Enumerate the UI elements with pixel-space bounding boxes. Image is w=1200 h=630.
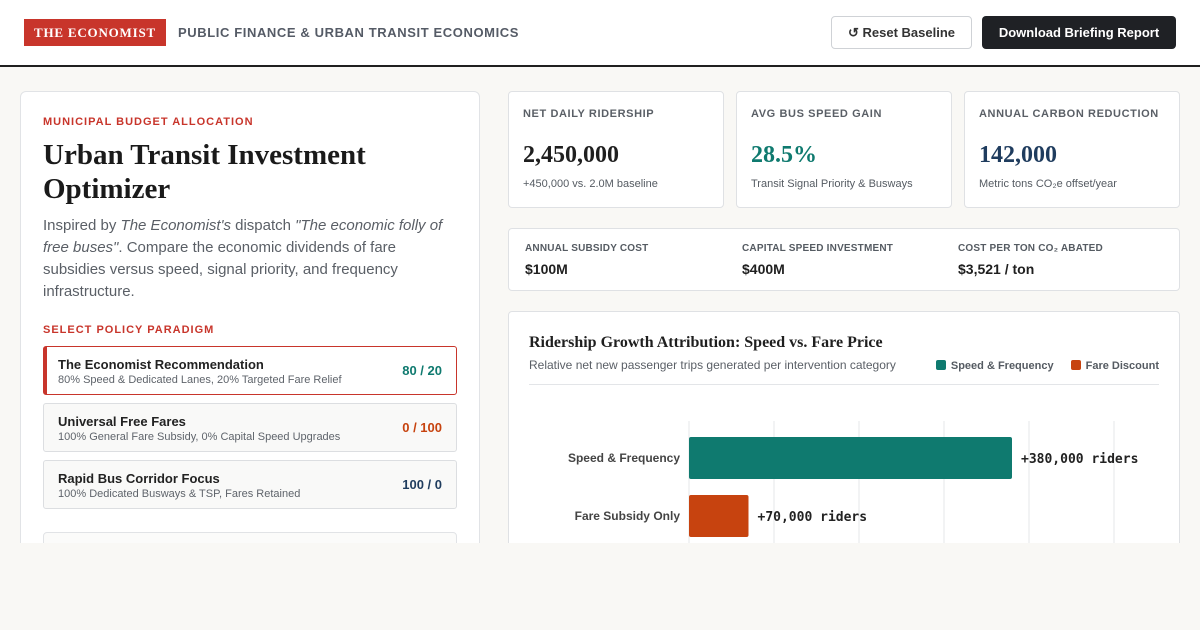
section-title: PUBLIC FINANCE & URBAN TRANSIT ECONOMICS xyxy=(178,25,520,40)
option-rapid-bus-corridor[interactable]: Rapid Bus Corridor Focus 100% Dedicated … xyxy=(43,460,457,509)
option-description: 100% Dedicated Busways & TSP, Fares Reta… xyxy=(58,488,301,500)
cost-subsidy: ANNUAL SUBSIDY COST $100M xyxy=(525,243,648,277)
option-name: Universal Free Fares xyxy=(58,414,186,429)
viewport: MUNICIPAL BUDGET ALLOCATION Urban Transi… xyxy=(0,67,1200,543)
stat-card-carbon: ANNUAL CARBON REDUCTION 142,000 Metric t… xyxy=(964,91,1180,208)
economist-logo[interactable]: THE ECONOMIST xyxy=(24,19,166,46)
option-description: 80% Speed & Dedicated Lanes, 20% Targete… xyxy=(58,374,342,386)
chart-title: Ridership Growth Attribution: Speed vs. … xyxy=(529,334,883,351)
cost-capital: CAPITAL SPEED INVESTMENT $400M xyxy=(742,243,893,277)
stat-note: Transit Signal Priority & Busways xyxy=(751,178,913,190)
stat-value: 142,000 xyxy=(979,142,1057,168)
bar xyxy=(689,495,749,537)
stat-card-ridership: NET DAILY RIDERSHIP 2,450,000 +450,000 v… xyxy=(508,91,724,208)
ridership-chart-card: Ridership Growth Attribution: Speed vs. … xyxy=(508,311,1180,543)
cost-summary-bar: ANNUAL SUBSIDY COST $100M CAPITAL SPEED … xyxy=(508,228,1180,291)
stat-label: ANNUAL CARBON REDUCTION xyxy=(979,108,1159,120)
stat-value: 28.5% xyxy=(751,142,817,168)
cost-per-ton: COST PER TON CO₂ ABATED $3,521 / ton xyxy=(958,243,1103,277)
data-label: +70,000 riders xyxy=(758,510,868,525)
chart-divider xyxy=(529,384,1159,385)
chart-subtitle: Relative net new passenger trips generat… xyxy=(529,358,896,372)
stat-value: 2,450,000 xyxy=(523,142,619,168)
legend-swatch xyxy=(1070,360,1081,370)
legend-item-fare: Fare Discount xyxy=(1070,360,1159,372)
option-economist-recommendation[interactable]: The Economist Recommendation 80% Speed &… xyxy=(43,346,457,395)
top-bar: THE ECONOMIST PUBLIC FINANCE & URBAN TRA… xyxy=(0,0,1200,67)
stat-label: NET DAILY RIDERSHIP xyxy=(523,108,655,120)
legend-item-speed: Speed & Frequency xyxy=(935,360,1054,372)
category-label: Speed & Frequency xyxy=(568,451,680,465)
page-title: Urban Transit Investment Optimizer xyxy=(43,139,366,205)
option-name: Rapid Bus Corridor Focus xyxy=(58,471,220,486)
stat-card-speed-gain: AVG BUS SPEED GAIN 28.5% Transit Signal … xyxy=(736,91,952,208)
option-score: 80 / 20 xyxy=(402,363,442,378)
option-universal-free-fares[interactable]: Universal Free Fares 100% General Fare S… xyxy=(43,403,457,452)
cost-label: COST PER TON CO₂ ABATED xyxy=(958,243,1103,254)
chart-legend: Speed & Frequency Fare Discount xyxy=(922,360,1159,372)
stat-note: Metric tons CO₂e offset/year xyxy=(979,178,1117,190)
cost-value: $100M xyxy=(525,261,568,277)
cost-value: $400M xyxy=(742,261,785,277)
cost-label: ANNUAL SUBSIDY COST xyxy=(525,243,649,254)
data-label: +380,000 riders xyxy=(1021,452,1138,467)
category-label: Fare Subsidy Only xyxy=(575,509,681,523)
ridership-bar-chart: Speed & Frequency +380,000 riders Fare Sub… xyxy=(568,421,1138,543)
cost-label: CAPITAL SPEED INVESTMENT xyxy=(742,243,894,254)
panel-kicker: MUNICIPAL BUDGET ALLOCATION xyxy=(43,116,254,128)
allocation-controls-box xyxy=(43,532,457,543)
bar xyxy=(689,437,1012,479)
stat-label: AVG BUS SPEED GAIN xyxy=(751,108,883,120)
stat-note: +450,000 vs. 2.0M baseline xyxy=(523,178,658,190)
intro-text: Inspired by The Economist's dispatch "Th… xyxy=(43,217,443,300)
download-report-button[interactable]: Download Briefing Report xyxy=(982,16,1176,49)
cost-value: $3,521 / ton xyxy=(958,261,1035,277)
option-score: 0 / 100 xyxy=(402,420,442,435)
budget-allocation-panel: MUNICIPAL BUDGET ALLOCATION Urban Transi… xyxy=(20,91,480,543)
option-name: The Economist Recommendation xyxy=(58,357,264,372)
reset-baseline-button[interactable]: ↺ Reset Baseline xyxy=(831,16,972,49)
legend-swatch xyxy=(935,360,946,370)
option-description: 100% General Fare Subsidy, 0% Capital Sp… xyxy=(58,431,341,443)
policy-paradigm-label: SELECT POLICY PARADIGM xyxy=(43,324,215,336)
option-score: 100 / 0 xyxy=(402,477,442,492)
